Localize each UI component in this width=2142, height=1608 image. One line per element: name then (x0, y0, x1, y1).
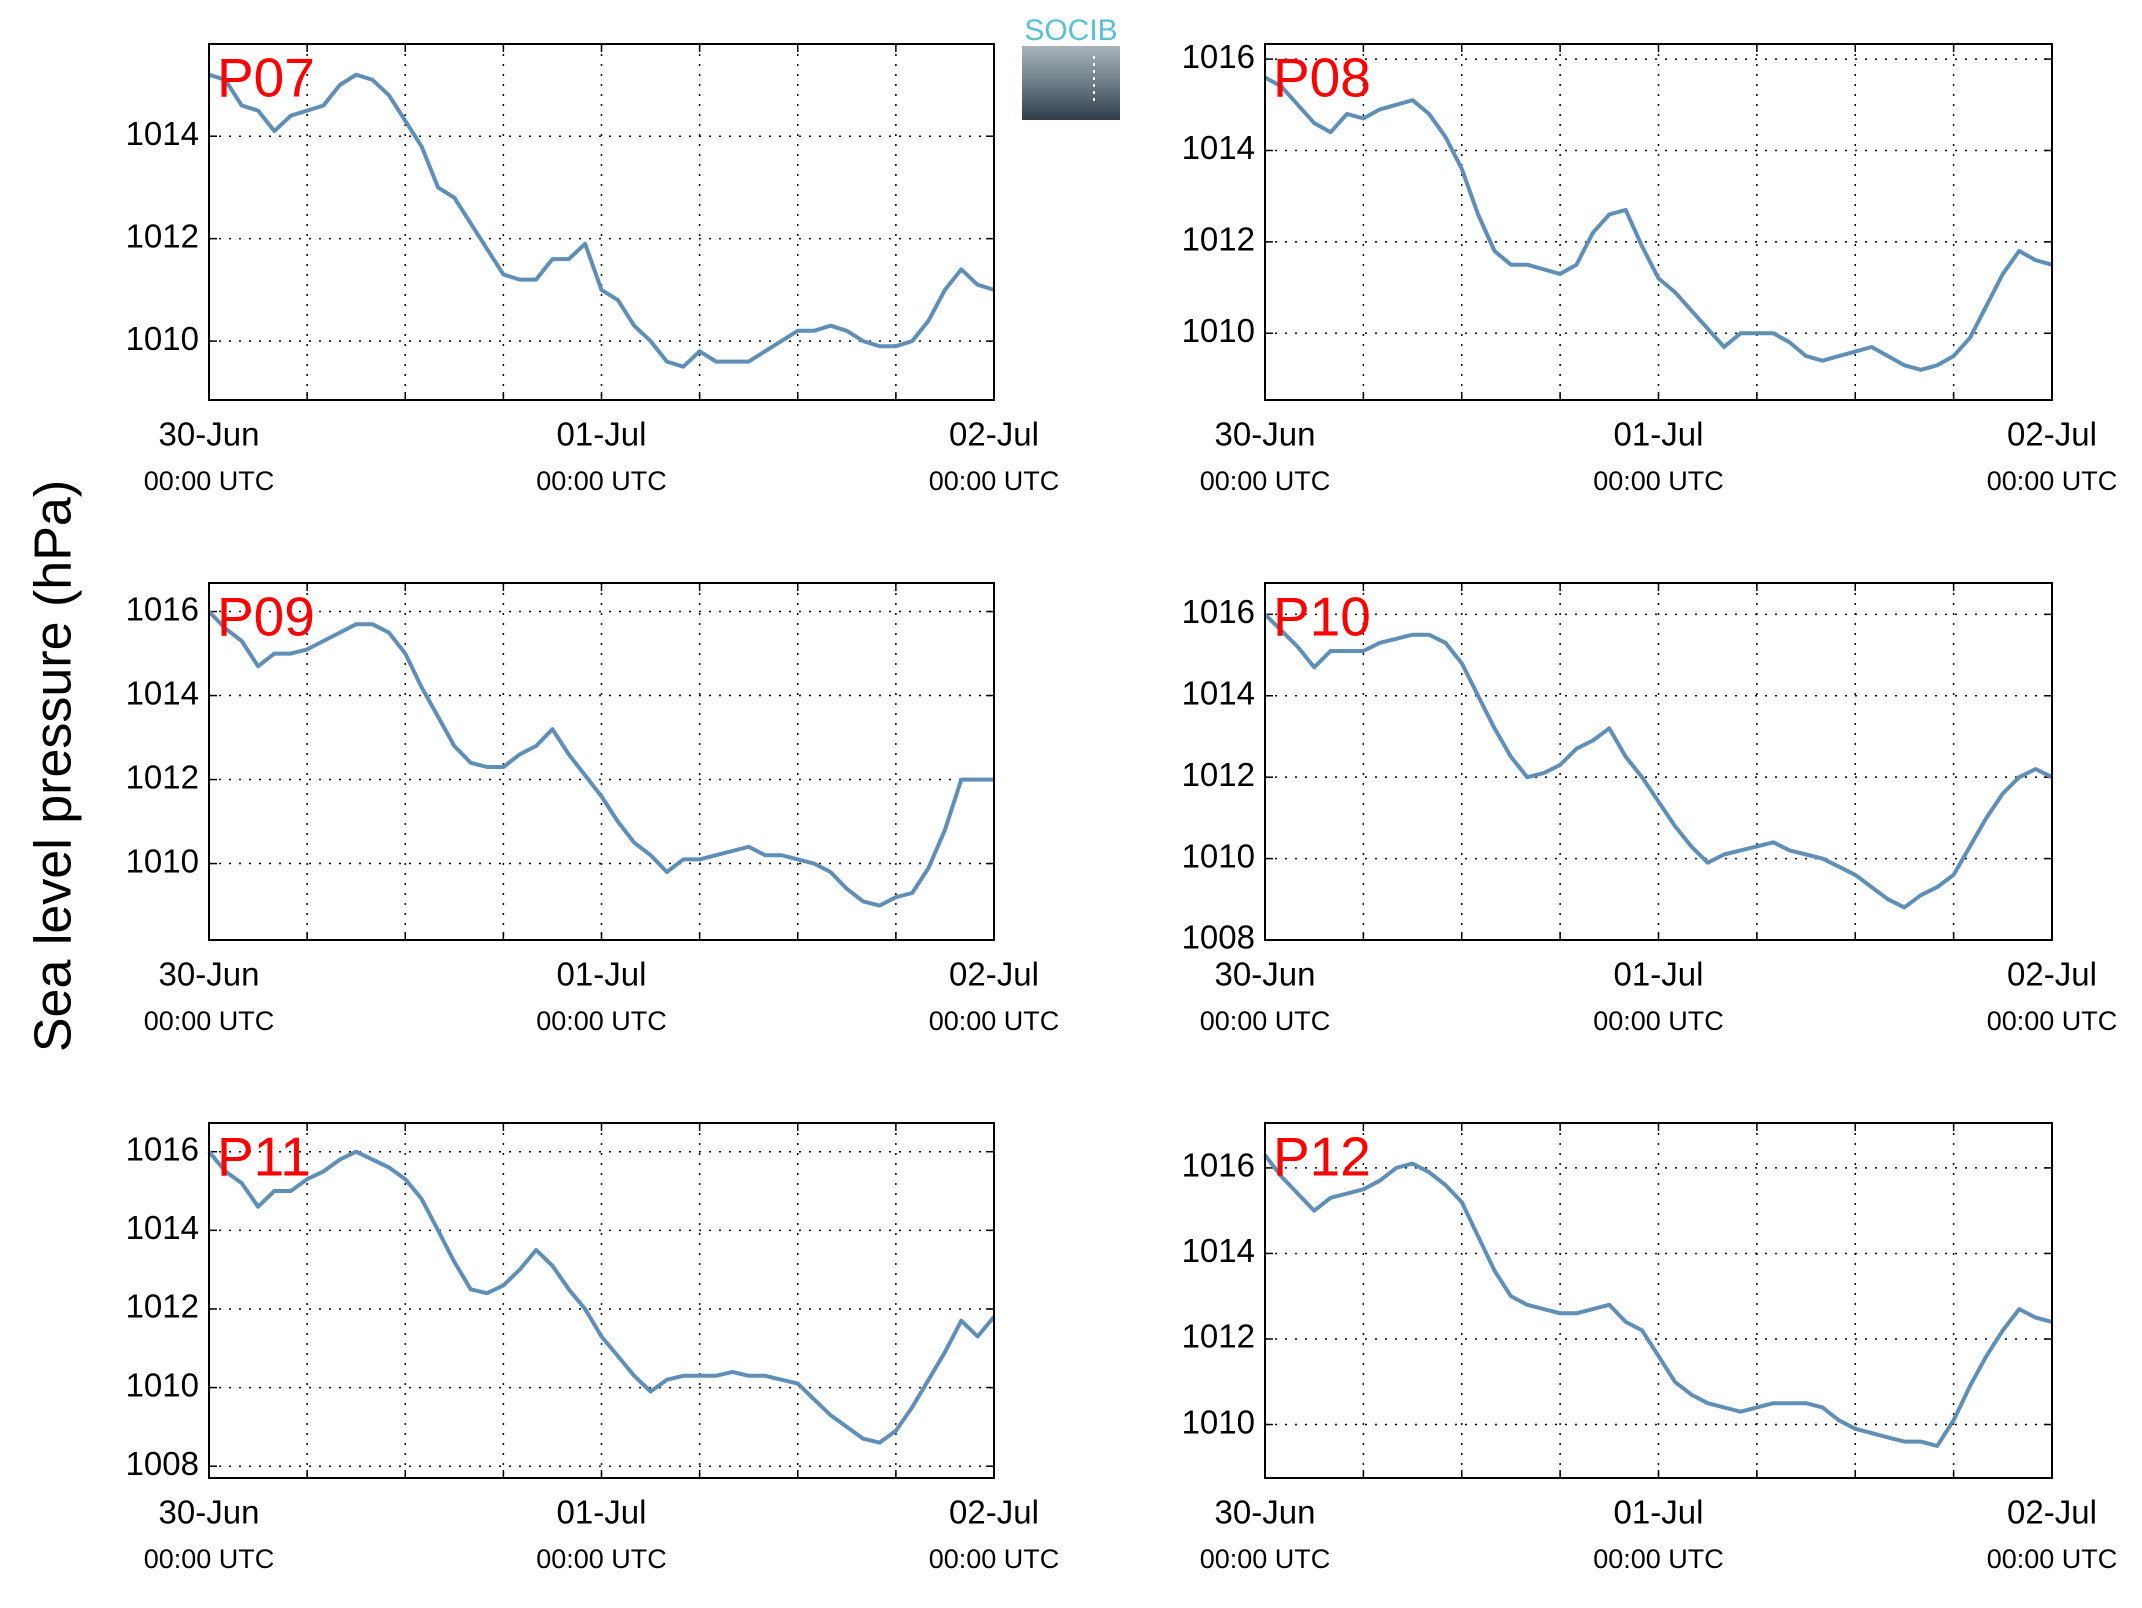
y-tick-label: 1010 (126, 320, 199, 357)
axes-frame (208, 582, 995, 941)
x-tick-label: 02-Jul (949, 416, 1039, 453)
chart-title: P07 (217, 47, 315, 109)
x-tick-sublabel: 00:00 UTC (1987, 1544, 2118, 1574)
data-line (1264, 75, 2053, 372)
x-tick-label: 30-Jun (1215, 956, 1316, 993)
logo-text: SOCIB (1024, 14, 1117, 47)
logo: SOCIB (1022, 14, 1120, 120)
x-tick-sublabel: 00:00 UTC (1200, 1544, 1331, 1574)
axes-frame (208, 1122, 995, 1479)
y-tick-label: 1014 (1182, 1232, 1255, 1269)
axes-frame (1264, 43, 2053, 401)
x-tick-label: 02-Jul (2007, 1494, 2097, 1531)
x-tick-label: 02-Jul (2007, 416, 2097, 453)
data-line (207, 1149, 996, 1445)
y-tick-label: 1010 (1182, 312, 1255, 349)
x-tick-sublabel: 00:00 UTC (929, 1544, 1060, 1574)
y-tick-label: 1010 (126, 1366, 199, 1403)
x-tick-sublabel: 00:00 UTC (536, 1006, 667, 1036)
y-axis-label: Sea level pressure (hPa) (25, 480, 83, 1052)
y-tick-label: 1016 (1182, 1147, 1255, 1184)
y-tick-label: 1016 (1182, 593, 1255, 630)
y-tick-label: 1014 (126, 115, 199, 152)
x-tick-label: 02-Jul (2007, 956, 2097, 993)
y-tick-label: 1010 (1182, 837, 1255, 874)
x-tick-sublabel: 00:00 UTC (1987, 1006, 2118, 1036)
x-tick-label: 01-Jul (557, 416, 647, 453)
logo-box (1022, 46, 1120, 120)
plot-area (209, 583, 994, 940)
x-tick-label: 01-Jul (1614, 1494, 1704, 1531)
x-tick-label: 01-Jul (1614, 416, 1704, 453)
axes-frame (1264, 582, 2053, 941)
x-tick-sublabel: 00:00 UTC (1200, 1006, 1331, 1036)
y-tick-label: 1016 (126, 1130, 199, 1167)
y-tick-label: 1008 (126, 1445, 199, 1482)
axes-frame (208, 43, 995, 401)
x-tick-label: 01-Jul (557, 1494, 647, 1531)
y-tick-label: 1014 (1182, 129, 1255, 166)
y-tick-label: 1012 (126, 758, 199, 795)
x-tick-label: 01-Jul (557, 956, 647, 993)
x-tick-sublabel: 00:00 UTC (536, 1544, 667, 1574)
y-tick-label: 1016 (126, 590, 199, 627)
x-tick-label: 30-Jun (159, 1494, 260, 1531)
x-tick-label: 30-Jun (1215, 416, 1316, 453)
data-line (1263, 612, 2053, 910)
chart-title: P10 (1273, 586, 1371, 648)
data-line (207, 610, 994, 908)
x-tick-sublabel: 00:00 UTC (1987, 466, 2118, 496)
y-tick-label: 1012 (126, 217, 199, 254)
y-tick-label: 1010 (126, 842, 199, 879)
plot-area (1265, 44, 2052, 400)
y-tick-label: 1012 (1182, 1318, 1255, 1355)
chart-title: P12 (1273, 1126, 1371, 1188)
plot-area (209, 1123, 994, 1478)
x-tick-sublabel: 00:00 UTC (929, 1006, 1060, 1036)
x-tick-label: 02-Jul (949, 956, 1039, 993)
y-tick-label: 1014 (126, 674, 199, 711)
x-tick-sublabel: 00:00 UTC (144, 1544, 275, 1574)
plot-area (1265, 1123, 2052, 1478)
x-tick-sublabel: 00:00 UTC (929, 466, 1060, 496)
data-line (1263, 1153, 2053, 1448)
x-tick-label: 30-Jun (159, 416, 260, 453)
chart-title: P08 (1273, 47, 1371, 109)
x-tick-sublabel: 00:00 UTC (144, 466, 275, 496)
x-tick-sublabel: 00:00 UTC (1200, 466, 1331, 496)
x-tick-label: 30-Jun (1215, 1494, 1316, 1531)
x-tick-label: 01-Jul (1614, 956, 1704, 993)
chart-title: P11 (217, 1126, 311, 1188)
y-tick-label: 1016 (1182, 38, 1255, 75)
chart-title: P09 (217, 586, 315, 648)
x-tick-sublabel: 00:00 UTC (536, 466, 667, 496)
y-tick-label: 1012 (126, 1288, 199, 1325)
x-tick-sublabel: 00:00 UTC (1593, 1544, 1724, 1574)
x-tick-sublabel: 00:00 UTC (1593, 1006, 1724, 1036)
x-tick-sublabel: 00:00 UTC (144, 1006, 275, 1036)
plot-area (1265, 583, 2052, 940)
y-tick-label: 1012 (1182, 221, 1255, 258)
y-tick-label: 1008 (1182, 919, 1255, 956)
x-tick-label: 30-Jun (159, 956, 260, 993)
y-tick-label: 1012 (1182, 756, 1255, 793)
y-tick-label: 1014 (1182, 674, 1255, 711)
y-tick-label: 1014 (126, 1209, 199, 1246)
x-tick-label: 02-Jul (949, 1494, 1039, 1531)
data-line (208, 72, 995, 369)
x-tick-sublabel: 00:00 UTC (1593, 466, 1724, 496)
axes-frame (1264, 1122, 2053, 1479)
y-tick-label: 1010 (1182, 1403, 1255, 1440)
